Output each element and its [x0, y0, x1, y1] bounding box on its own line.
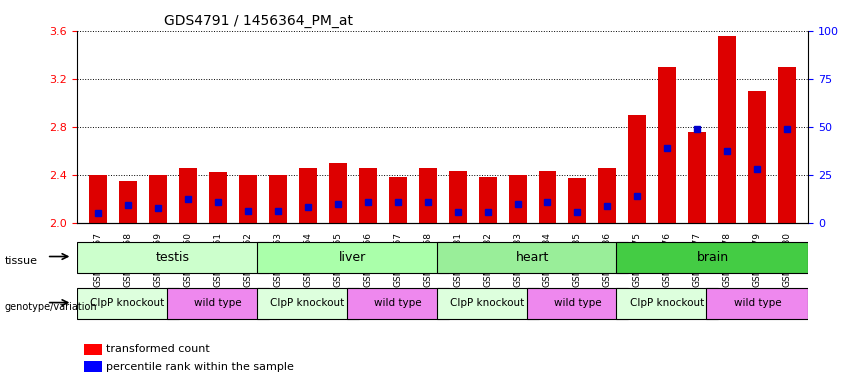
FancyBboxPatch shape	[706, 288, 808, 319]
Bar	[358, 167, 376, 223]
Text: ClpP knockout: ClpP knockout	[90, 298, 165, 308]
Text: heart: heart	[516, 251, 549, 264]
Text: ClpP knockout: ClpP knockout	[450, 298, 524, 308]
Text: ClpP knockout: ClpP knockout	[631, 298, 705, 308]
FancyBboxPatch shape	[437, 288, 539, 319]
Text: wild type: wild type	[374, 298, 421, 308]
Text: wild type: wild type	[734, 298, 781, 308]
Bar	[89, 175, 106, 223]
Bar	[598, 167, 616, 223]
FancyBboxPatch shape	[527, 288, 629, 319]
Bar	[269, 175, 287, 223]
Text: wild type: wild type	[554, 298, 602, 308]
Bar	[568, 178, 586, 223]
Bar	[749, 91, 767, 223]
Text: brain: brain	[696, 251, 728, 264]
Text: testis: testis	[156, 251, 190, 264]
Bar	[208, 172, 226, 223]
Bar	[688, 132, 706, 223]
Text: tissue: tissue	[4, 256, 37, 266]
FancyBboxPatch shape	[256, 288, 358, 319]
Bar	[629, 115, 647, 223]
Bar	[84, 344, 102, 355]
Bar	[509, 175, 527, 223]
Text: GDS4791 / 1456364_PM_at: GDS4791 / 1456364_PM_at	[164, 14, 353, 28]
Bar	[328, 163, 346, 223]
Bar	[659, 67, 677, 223]
Bar	[84, 361, 102, 372]
FancyBboxPatch shape	[616, 242, 808, 273]
Bar	[299, 167, 317, 223]
Bar	[238, 175, 256, 223]
Bar	[419, 167, 437, 223]
Bar	[179, 167, 197, 223]
Bar	[118, 181, 136, 223]
FancyBboxPatch shape	[616, 288, 718, 319]
FancyBboxPatch shape	[77, 288, 179, 319]
FancyBboxPatch shape	[256, 242, 448, 273]
Text: percentile rank within the sample: percentile rank within the sample	[106, 362, 294, 372]
Bar	[779, 67, 797, 223]
Bar	[539, 171, 557, 223]
FancyBboxPatch shape	[77, 242, 269, 273]
Text: transformed count: transformed count	[106, 344, 209, 354]
FancyBboxPatch shape	[437, 242, 629, 273]
Bar	[478, 177, 496, 223]
FancyBboxPatch shape	[167, 288, 269, 319]
FancyBboxPatch shape	[346, 288, 448, 319]
Bar	[718, 36, 736, 223]
Bar	[149, 175, 167, 223]
Text: genotype/variation: genotype/variation	[4, 302, 97, 312]
Bar	[389, 177, 407, 223]
Text: wild type: wild type	[194, 298, 242, 308]
Text: liver: liver	[339, 251, 366, 264]
Text: ClpP knockout: ClpP knockout	[271, 298, 345, 308]
Bar	[448, 171, 466, 223]
